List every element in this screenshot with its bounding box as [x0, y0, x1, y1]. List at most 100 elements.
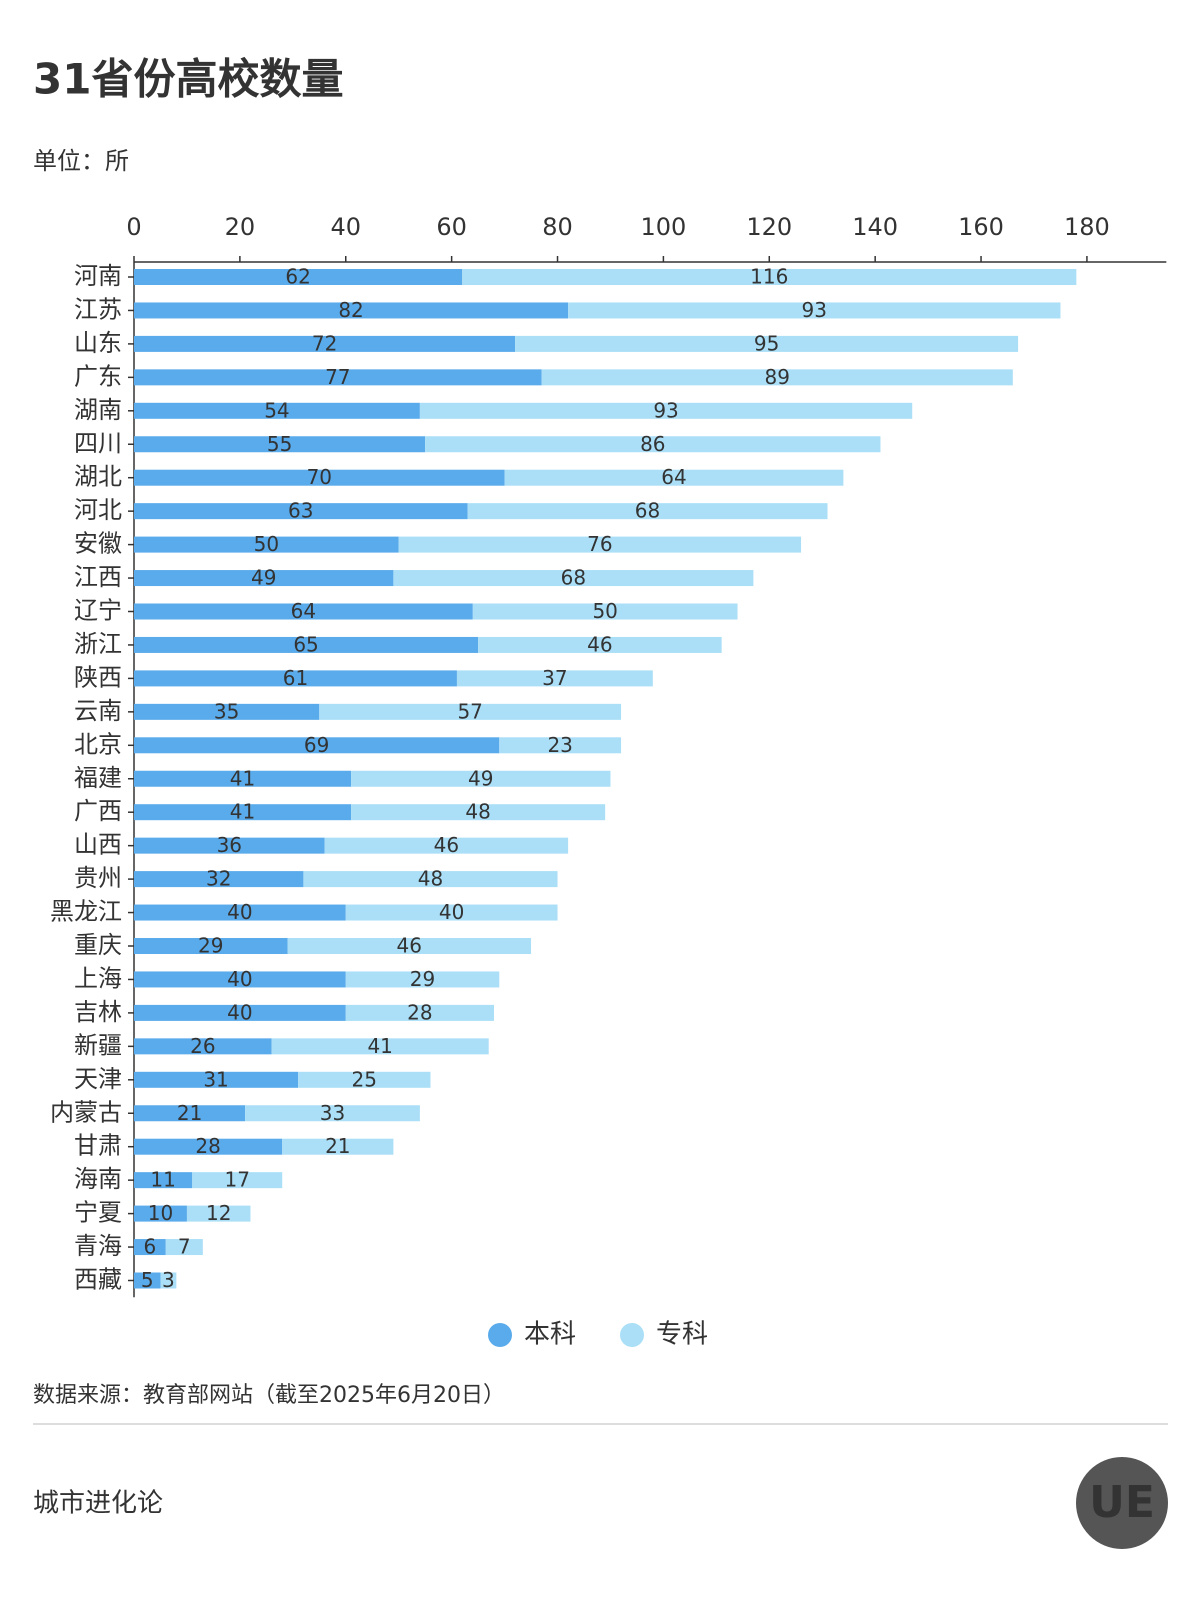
- value-label: 29: [198, 934, 223, 958]
- y-tick-label: 安徽: [74, 530, 122, 558]
- bar-segment: [462, 269, 1077, 285]
- bar-segment: [456, 670, 653, 687]
- value-label: 40: [227, 967, 252, 991]
- bar-segment: [324, 837, 569, 854]
- value-label: 25: [352, 1067, 377, 1091]
- value-label: 76: [587, 532, 612, 556]
- bar-segment: [134, 871, 304, 888]
- bar-segment: [351, 804, 606, 821]
- y-tick-label: 河北: [74, 496, 122, 524]
- value-label: 5: [141, 1268, 154, 1292]
- bar-segment: [287, 938, 532, 954]
- logo-circle: [1076, 1457, 1168, 1549]
- y-tick-label: 新疆: [74, 1031, 122, 1059]
- x-tick-label: 0: [126, 213, 141, 241]
- bar-segment: [134, 804, 352, 821]
- y-tick-label: 云南: [74, 697, 122, 725]
- value-label: 49: [251, 566, 276, 590]
- y-tick-label: 山西: [74, 831, 122, 859]
- value-label: 35: [214, 699, 239, 723]
- bar-segment: [515, 335, 1019, 352]
- bar-segment: [134, 636, 479, 653]
- logo-text: UE: [1089, 1477, 1155, 1528]
- bar-segment: [134, 1004, 346, 1021]
- bar-segment: [393, 570, 754, 587]
- y-tick-label: 河南: [74, 262, 122, 290]
- y-tick-label: 重庆: [74, 931, 122, 959]
- bar-segment: [345, 1004, 494, 1021]
- value-label: 7: [178, 1235, 191, 1259]
- value-label: 29: [410, 967, 435, 991]
- value-label: 68: [635, 499, 660, 523]
- x-tick-label: 20: [225, 213, 256, 241]
- bar-segment: [134, 1239, 166, 1256]
- y-tick-label: 江苏: [74, 295, 122, 323]
- value-label: 40: [227, 1000, 252, 1024]
- bar-segment: [134, 335, 516, 352]
- value-label: 48: [465, 800, 490, 824]
- y-tick-label: 西藏: [74, 1266, 122, 1294]
- value-label: 82: [338, 298, 363, 322]
- value-label: 6: [144, 1235, 157, 1259]
- bar-segment: [478, 636, 722, 653]
- value-label: 41: [367, 1034, 392, 1058]
- bar-segment: [134, 570, 394, 587]
- value-label: 28: [407, 1000, 432, 1024]
- value-label: 23: [547, 733, 572, 757]
- value-label: 68: [561, 566, 586, 590]
- legend-label: 专科: [656, 1320, 708, 1350]
- y-tick-label: 陕西: [74, 663, 122, 691]
- x-tick-label: 80: [542, 213, 573, 241]
- bar-segment: [160, 1272, 177, 1289]
- value-label: 95: [754, 331, 779, 355]
- bar-segment: [425, 436, 881, 453]
- bar-segment: [134, 737, 500, 754]
- bar-segment: [134, 1071, 299, 1088]
- bar-segment: [134, 770, 352, 787]
- value-label: 62: [285, 265, 310, 289]
- bar-segment: [134, 670, 457, 687]
- value-label: 40: [439, 900, 464, 924]
- value-label: 3: [162, 1268, 175, 1292]
- y-tick-label: 宁夏: [74, 1199, 122, 1227]
- bar-segment: [165, 1239, 203, 1256]
- bar-segment: [192, 1172, 283, 1189]
- bar-segment: [568, 302, 1061, 319]
- value-label: 46: [397, 934, 422, 958]
- y-tick-label: 江西: [74, 563, 122, 591]
- value-label: 31: [203, 1067, 228, 1091]
- y-tick-label: 黑龙江: [50, 898, 122, 926]
- value-label: 41: [230, 766, 255, 790]
- source-note: 数据来源：教育部网站（截至2025年6月20日）: [33, 1383, 505, 1408]
- y-tick-label: 上海: [74, 964, 122, 992]
- bar-segment: [134, 302, 569, 319]
- value-label: 49: [468, 766, 493, 790]
- value-label: 50: [592, 599, 617, 623]
- bar-segment: [134, 1172, 193, 1189]
- bar-segment: [134, 837, 325, 854]
- legend-swatch: [488, 1323, 512, 1347]
- bar-segment: [134, 938, 288, 954]
- bar-segment: [134, 369, 542, 386]
- bar-segment: [134, 1205, 187, 1222]
- bar-segment: [134, 469, 505, 486]
- value-label: 89: [764, 365, 789, 389]
- value-label: 86: [640, 432, 665, 456]
- x-tick-label: 160: [958, 213, 1004, 241]
- bar-segment: [303, 871, 558, 888]
- y-tick-label: 浙江: [74, 630, 122, 658]
- y-tick-label: 四川: [74, 429, 122, 457]
- bar-segment: [282, 1138, 394, 1155]
- bar-segment: [351, 770, 611, 787]
- value-label: 72: [312, 331, 337, 355]
- bar-segment: [134, 436, 426, 453]
- value-label: 77: [325, 365, 350, 389]
- bar-segment: [134, 1038, 272, 1055]
- y-tick-label: 甘肃: [74, 1132, 122, 1160]
- bar-segment: [271, 1038, 489, 1055]
- y-tick-label: 吉林: [74, 998, 122, 1026]
- footer-brand: 城市进化论: [33, 1489, 163, 1519]
- value-label: 33: [320, 1101, 345, 1125]
